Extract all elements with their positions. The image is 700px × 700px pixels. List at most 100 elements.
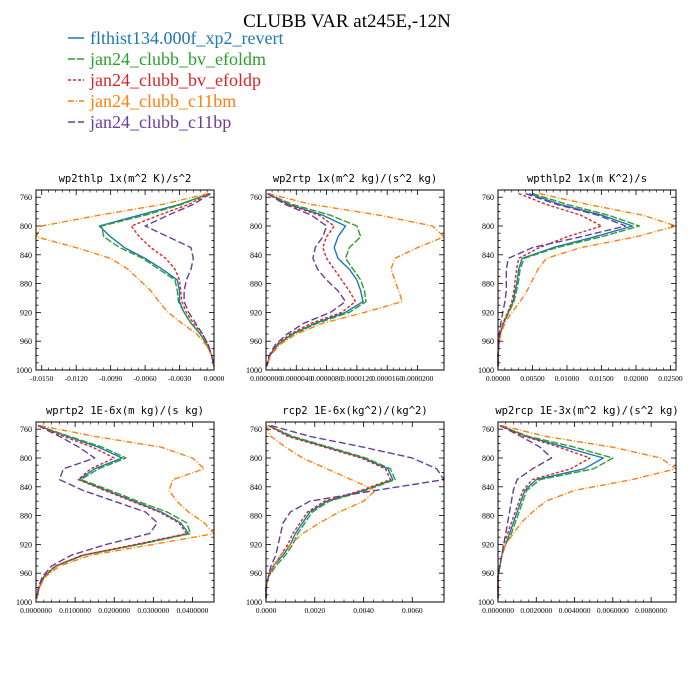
x-tick-label: 0.0000000 — [20, 606, 52, 615]
y-tick-label: 880 — [482, 280, 494, 289]
x-tick-label: 0.0000040 — [280, 374, 312, 383]
y-tick-label: 800 — [20, 222, 32, 231]
series-line — [266, 192, 357, 367]
legend-entry: jan24_clubb_c11bm — [68, 91, 236, 111]
plot-frame — [35, 421, 215, 603]
x-tick-label: 0.0060000 — [597, 606, 629, 615]
x-tick-label: 0.0000000 — [482, 606, 514, 615]
x-tick-label: 0.02000 — [624, 374, 649, 383]
y-tick-label: 880 — [250, 280, 262, 289]
x-tick-label: 0.0100000 — [59, 606, 91, 615]
y-tick-label: 840 — [20, 483, 32, 492]
series-line — [497, 192, 641, 367]
panel: rcp2 1E-6x(kg^2)/(kg^2) 760 800 840 880 920 96… — [246, 405, 445, 615]
x-tick-label: -0.0060 — [134, 374, 157, 383]
legend-label: jan24_clubb_c11bp — [89, 112, 231, 132]
x-tick-label: 0.02500 — [658, 374, 683, 383]
y-tick-label: 1000 — [478, 366, 494, 375]
series-line — [266, 192, 367, 367]
x-tick-label: 0.0040000 — [559, 606, 591, 615]
series-line — [265, 425, 377, 599]
series-line — [265, 424, 394, 599]
legend: flthist134.000f_xp2_revertjan24_clubb_bv… — [68, 28, 283, 132]
y-tick-label: 920 — [482, 308, 494, 317]
y-tick-label: 960 — [250, 337, 262, 346]
legend-entry: flthist134.000f_xp2_revert — [68, 28, 283, 48]
series-line — [130, 192, 215, 367]
y-tick-label: 920 — [482, 540, 494, 549]
legend-label: jan24_clubb_c11bm — [89, 91, 236, 111]
x-tick-label: 0.0200000 — [98, 606, 130, 615]
y-tick-label: 760 — [482, 193, 494, 202]
legend-entry: jan24_clubb_bv_efoldp — [68, 70, 261, 90]
x-tick-label: -0.0150 — [30, 374, 53, 383]
series-line — [36, 424, 215, 599]
y-tick-label: 920 — [20, 308, 32, 317]
x-tick-label: 0.0000120 — [341, 374, 373, 383]
series-line — [266, 192, 445, 367]
y-tick-label: 880 — [482, 512, 494, 521]
panel-title: wpthlp2 1x(m K^2)/s — [527, 173, 647, 185]
x-tick-label: 0.0400000 — [177, 606, 209, 615]
x-tick-label: -0.0030 — [168, 374, 191, 383]
y-tick-label: 760 — [482, 425, 494, 434]
y-tick-label: 880 — [20, 512, 32, 521]
y-tick-label: 840 — [20, 251, 32, 260]
series-line — [98, 192, 215, 367]
y-tick-label: 880 — [20, 280, 32, 289]
x-tick-label: -0.0090 — [99, 374, 122, 383]
panel: wp2thlp 1x(m^2 K)/s^2 760 800 840 880 920 960 1… — [16, 173, 225, 383]
series-line — [144, 193, 215, 367]
y-tick-label: 920 — [20, 540, 32, 549]
series-line — [497, 192, 677, 367]
y-tick-label: 960 — [482, 337, 494, 346]
series-line — [497, 424, 614, 599]
panel-grid: wp2thlp 1x(m^2 K)/s^2 760 800 840 880 920 960 1… — [16, 173, 683, 615]
y-tick-label: 960 — [20, 569, 32, 578]
series-line — [266, 193, 347, 367]
y-tick-label: 840 — [482, 483, 494, 492]
x-tick-label: 0.00500 — [520, 374, 545, 383]
y-tick-label: 880 — [250, 512, 262, 521]
y-tick-label: 760 — [20, 193, 32, 202]
panel-title: rcp2 1E-6x(kg^2)/(kg^2) — [282, 405, 427, 417]
plot-frame — [265, 189, 445, 371]
series-line — [497, 424, 677, 599]
panel-title: wp2thlp 1x(m^2 K)/s^2 — [59, 173, 192, 185]
series-line — [100, 192, 215, 367]
y-tick-label: 840 — [250, 251, 262, 260]
x-tick-label: 0.0300000 — [137, 606, 169, 615]
y-tick-label: 840 — [250, 483, 262, 492]
y-tick-label: 960 — [482, 569, 494, 578]
y-tick-label: 920 — [250, 540, 262, 549]
panel-title: wp2rtp 1x(m^2 kg)/(s^2 kg) — [273, 173, 437, 185]
x-tick-label: 0.0000080 — [311, 374, 343, 383]
legend-entry: jan24_clubb_c11bp — [68, 112, 231, 132]
x-tick-label: 0.0060 — [402, 606, 423, 615]
x-tick-label: 0.0000160 — [371, 374, 403, 383]
x-tick-label: 0.0020000 — [520, 606, 552, 615]
x-tick-label: -0.0120 — [65, 374, 88, 383]
figure-title: CLUBB VAR at245E,-12N — [243, 11, 451, 32]
y-tick-label: 800 — [482, 222, 494, 231]
legend-entry: jan24_clubb_bv_efoldm — [68, 49, 266, 69]
y-tick-label: 760 — [20, 425, 32, 434]
x-tick-label: 0.0000 — [256, 606, 277, 615]
y-tick-label: 960 — [20, 337, 32, 346]
series-line — [497, 192, 627, 367]
panel: wprtp2 1E-6x(m kg)/(s kg) 760 800 840 880 920… — [16, 405, 215, 615]
panel-title: wprtp2 1E-6x(m kg)/(s kg) — [46, 405, 204, 417]
y-tick-label: 800 — [20, 454, 32, 463]
plot-frame — [265, 421, 445, 603]
y-tick-label: 760 — [250, 425, 262, 434]
y-tick-label: 840 — [482, 251, 494, 260]
x-tick-label: 0.0000000 — [250, 374, 282, 383]
x-tick-label: 0.0080000 — [635, 606, 667, 615]
x-tick-label: 0.0000200 — [402, 374, 434, 383]
x-tick-label: 0.01500 — [589, 374, 614, 383]
x-tick-label: 0.0000 — [204, 374, 225, 383]
panel-title: wp2rcp 1E-3x(m^2 kg)/(s^2 kg) — [495, 405, 678, 417]
plot-frame — [35, 189, 215, 371]
panel: wp2rtp 1x(m^2 kg)/(s^2 kg) 760 800 840 880 92… — [246, 173, 445, 383]
